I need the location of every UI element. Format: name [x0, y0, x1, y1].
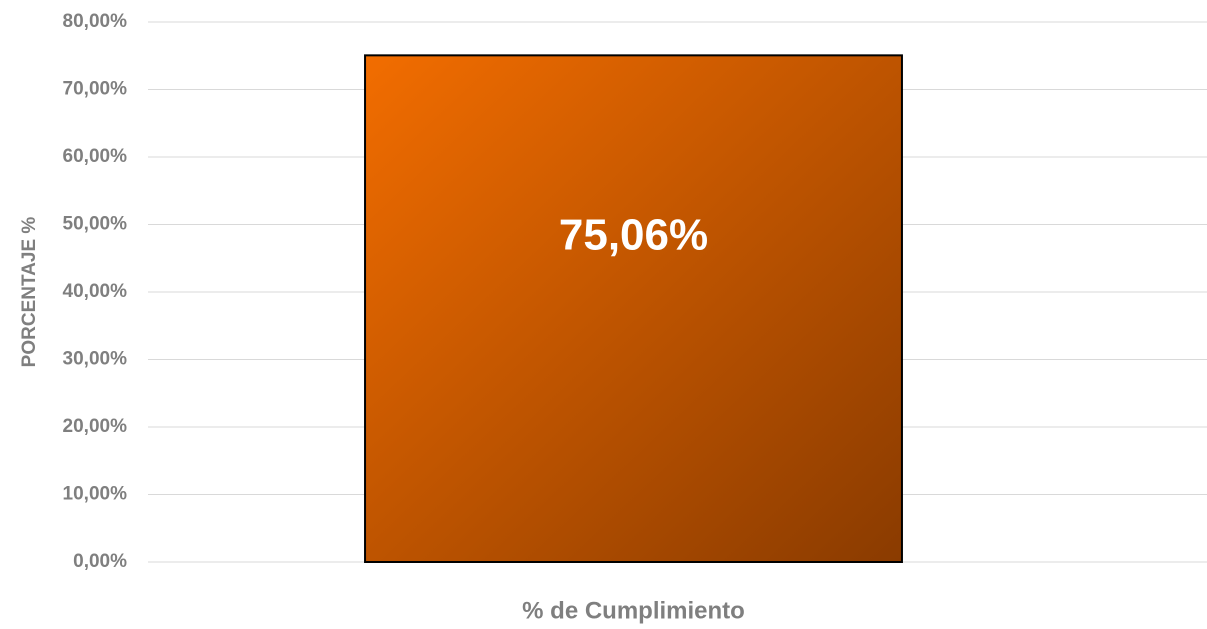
y-axis-label: PORCENTAJE % [19, 217, 40, 368]
y-tick-label: 30,00% [63, 349, 128, 370]
data-label: 75,06% [559, 211, 708, 260]
y-tick-label: 60,00% [63, 146, 128, 167]
y-tick-label: 50,00% [63, 214, 128, 235]
y-tick-label: 0,00% [73, 551, 127, 572]
y-tick-label: 80,00% [63, 11, 128, 32]
y-tick-label: 70,00% [63, 79, 128, 100]
bar [364, 54, 903, 563]
y-tick-label: 40,00% [63, 281, 128, 302]
y-tick-label: 20,00% [63, 416, 128, 437]
x-tick-label: % de Cumplimiento [522, 597, 745, 624]
y-tick-label: 10,00% [63, 484, 128, 505]
